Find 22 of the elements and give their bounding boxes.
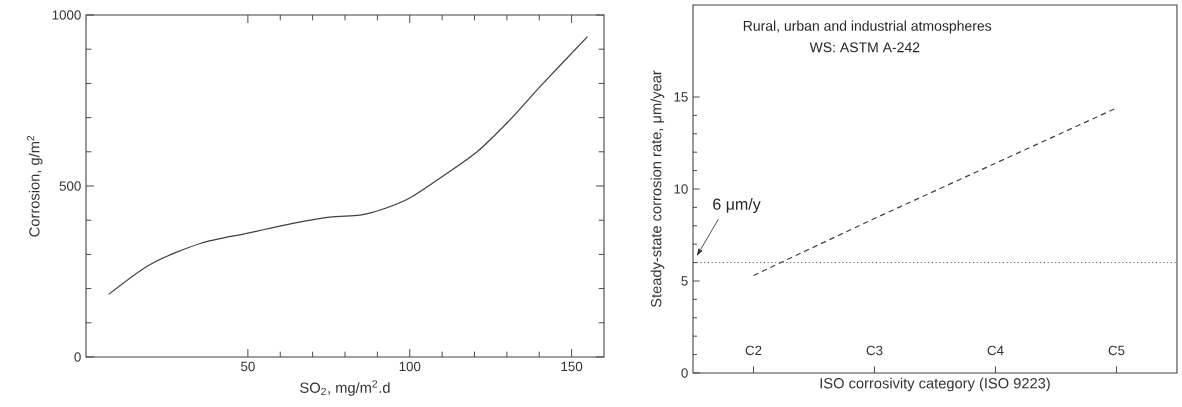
line-series <box>108 35 589 295</box>
x-tick-label: 50 <box>241 361 255 372</box>
legend-label: 6 μm/y <box>713 198 761 214</box>
y-axis-title: Corrosion, g/m$^{2}$ <box>26 135 43 237</box>
annotation: Rural, urban and industrial atmospheres <box>743 20 992 34</box>
x-tick-label: C2 <box>745 345 762 356</box>
x-tick-label: 150 <box>561 361 583 372</box>
x-tick-label: 100 <box>399 361 421 372</box>
x-axis-title: ISO corrosivity category (ISO 9223) <box>820 377 1050 392</box>
y-axis-title: Steady-state corrosion rate, μm/year <box>650 70 665 308</box>
x-tick-label: C3 <box>866 345 883 356</box>
y-tick-label: 10 <box>674 184 688 194</box>
y-tick-label: 5 <box>681 276 688 286</box>
y-tick-label: 0 <box>681 368 688 378</box>
annotation: WS: ASTM A-242 <box>809 42 920 53</box>
x-tick-label: C4 <box>987 345 1004 356</box>
y-tick-label: 0 <box>74 352 81 362</box>
y-tick-label: 15 <box>674 92 688 102</box>
x-axis-title: SO$_{2}$, mg/m$^{2}$.d <box>300 380 390 396</box>
y-tick-label: 500 <box>59 181 81 191</box>
y-tick-label: 1000 <box>52 10 81 20</box>
x-tick-label: C5 <box>1108 345 1125 356</box>
